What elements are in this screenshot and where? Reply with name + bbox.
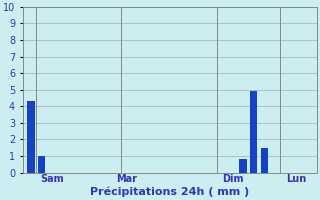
Bar (250, 91, 257, 173)
Bar (28, 101, 35, 173)
Bar (260, 148, 268, 173)
Bar (38, 156, 45, 173)
X-axis label: Précipitations 24h ( mm ): Précipitations 24h ( mm ) (90, 187, 250, 197)
Bar (239, 159, 247, 173)
